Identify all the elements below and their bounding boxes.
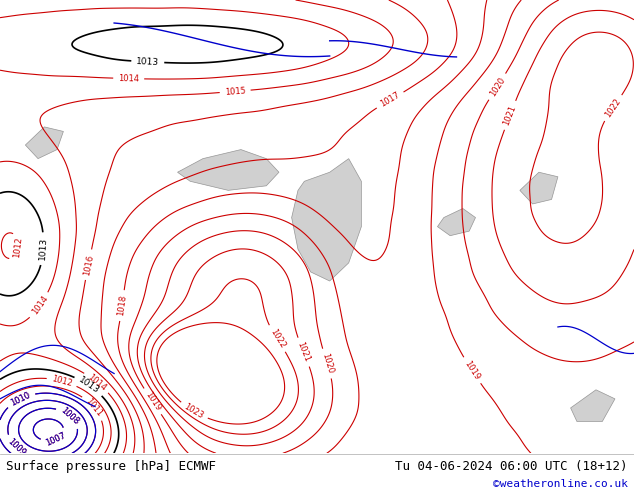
Text: 1007: 1007 [44,431,67,448]
Text: 1019: 1019 [463,359,482,382]
Polygon shape [437,209,476,236]
Polygon shape [25,127,63,159]
Text: 1022: 1022 [268,327,287,350]
Text: 1014: 1014 [30,294,49,317]
Text: 1011: 1011 [84,396,104,418]
Text: 1012: 1012 [51,374,74,388]
Text: Surface pressure [hPa] ECMWF: Surface pressure [hPa] ECMWF [6,460,216,473]
Text: 1007: 1007 [44,431,67,448]
Text: 1015: 1015 [224,86,246,97]
Text: 1010: 1010 [9,390,32,407]
Polygon shape [571,390,615,421]
Text: 1014: 1014 [86,372,108,392]
Text: 1017: 1017 [378,91,401,109]
Text: 1022: 1022 [604,97,623,119]
Text: 1013: 1013 [136,57,160,67]
Text: 1008: 1008 [59,405,81,426]
Text: Tu 04-06-2024 06:00 UTC (18+12): Tu 04-06-2024 06:00 UTC (18+12) [395,460,628,473]
Text: 1010: 1010 [9,390,32,407]
Polygon shape [292,159,361,281]
Text: 1016: 1016 [82,253,95,276]
Text: 1009: 1009 [6,437,27,458]
Polygon shape [520,172,558,204]
Text: 1021: 1021 [502,104,518,127]
Text: 1021: 1021 [295,341,312,364]
Text: 1014: 1014 [118,74,139,83]
Text: 1019: 1019 [143,390,162,413]
Text: 1013: 1013 [38,237,49,261]
Text: 1023: 1023 [183,402,205,420]
Text: 1020: 1020 [488,75,507,98]
Text: 1013: 1013 [77,375,101,395]
Polygon shape [178,149,279,191]
Text: ©weatheronline.co.uk: ©weatheronline.co.uk [493,480,628,490]
Text: 1020: 1020 [320,352,335,375]
Text: 1009: 1009 [6,437,27,458]
Text: 1012: 1012 [12,237,24,259]
Text: 1008: 1008 [59,405,81,426]
Text: 1018: 1018 [116,294,128,317]
